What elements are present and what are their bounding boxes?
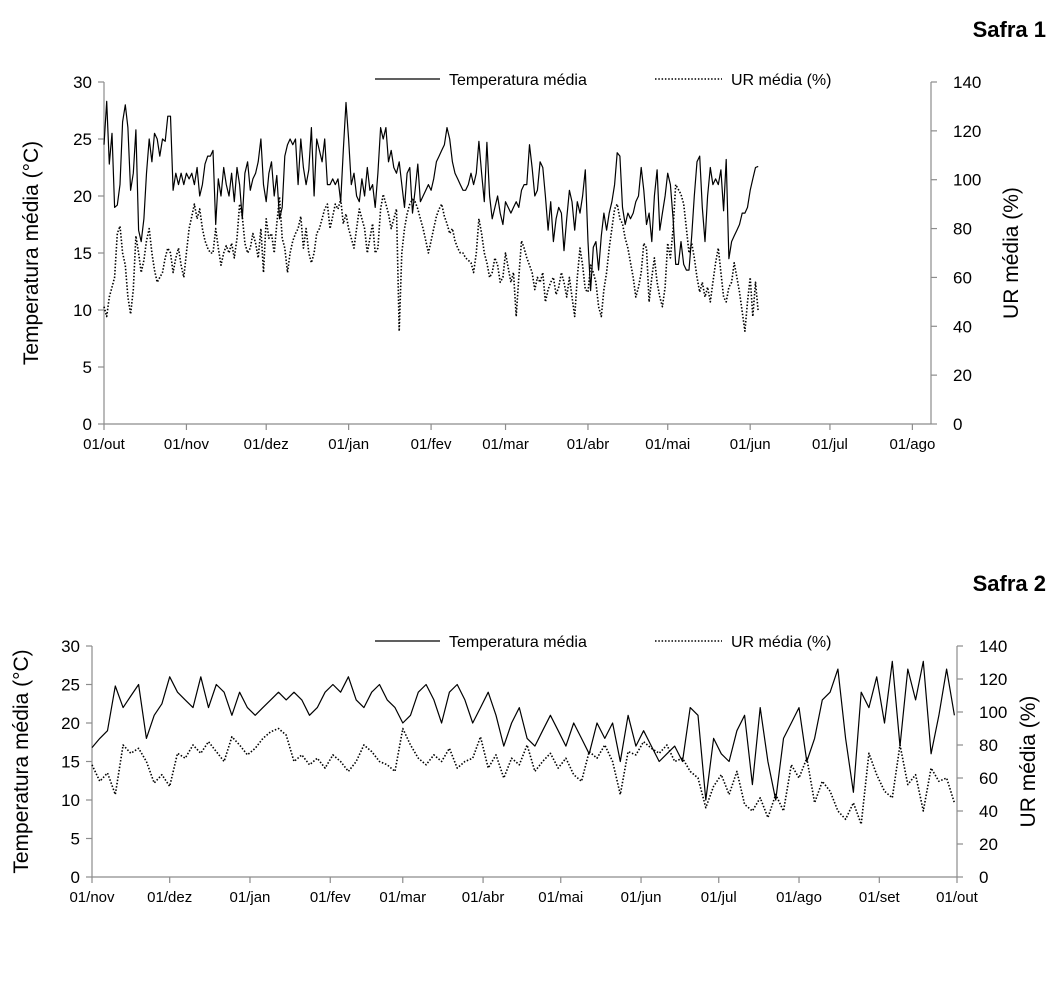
y-tick-label: 15 bbox=[73, 244, 92, 263]
y2-tick-label: 0 bbox=[979, 868, 988, 887]
y-tick-label: 30 bbox=[61, 637, 80, 656]
y2-tick-label: 20 bbox=[979, 835, 998, 854]
x-tick-label: 01/mar bbox=[379, 889, 426, 906]
series-ur-media-line bbox=[103, 183, 759, 333]
x-tick-label: 01/jul bbox=[701, 889, 737, 906]
x-tick-label: 01/set bbox=[859, 889, 901, 906]
x-tick-label: 01/fev bbox=[310, 889, 351, 906]
x-tick-label: 01/nov bbox=[69, 889, 115, 906]
y2-tick-label: 100 bbox=[953, 171, 981, 190]
series-temperatura-media-line bbox=[103, 100, 759, 292]
x-tick-label: 01/jun bbox=[621, 889, 662, 906]
y2-tick-label: 80 bbox=[979, 736, 998, 755]
y2-tick-label: 40 bbox=[979, 802, 998, 821]
y2-tick-label: 120 bbox=[953, 122, 981, 141]
y-tick-label: 0 bbox=[83, 415, 92, 434]
x-tick-label: 01/jan bbox=[230, 889, 271, 906]
x-tick-label: 01/nov bbox=[164, 436, 210, 453]
x-tick-label: 01/jan bbox=[328, 436, 369, 453]
y2-tick-label: 140 bbox=[953, 73, 981, 92]
x-tick-label: 01/out bbox=[83, 436, 126, 453]
x-tick-label: 01/out bbox=[936, 889, 979, 906]
x-tick-label: 01/jul bbox=[812, 436, 848, 453]
series-ur-media-line bbox=[91, 727, 956, 826]
y-axis-label: Temperatura média (°C) bbox=[20, 141, 43, 365]
x-tick-label: 01/mai bbox=[645, 436, 690, 453]
x-tick-label: 01/jun bbox=[730, 436, 771, 453]
legend-label-ur: UR média (%) bbox=[731, 634, 831, 651]
x-tick-label: 01/mai bbox=[538, 889, 583, 906]
y2-tick-label: 20 bbox=[953, 366, 972, 385]
y-tick-label: 5 bbox=[71, 830, 80, 849]
x-tick-label: 01/ago bbox=[776, 889, 822, 906]
y2-tick-label: 140 bbox=[979, 637, 1007, 656]
series-temperatura-media-line bbox=[91, 660, 955, 801]
chart-title: Safra 1 bbox=[973, 17, 1046, 42]
y-tick-label: 20 bbox=[73, 187, 92, 206]
y-tick-label: 10 bbox=[61, 791, 80, 810]
y2-axis-label: UR média (%) bbox=[1017, 696, 1040, 828]
y-tick-label: 25 bbox=[61, 676, 80, 695]
y-tick-label: 15 bbox=[61, 753, 80, 772]
y2-tick-label: 0 bbox=[953, 415, 962, 434]
y2-tick-label: 80 bbox=[953, 220, 972, 239]
y-tick-label: 30 bbox=[73, 73, 92, 92]
y2-tick-label: 100 bbox=[979, 703, 1007, 722]
chart-title: Safra 2 bbox=[973, 571, 1046, 596]
y-tick-label: 0 bbox=[71, 868, 80, 887]
y-tick-label: 5 bbox=[83, 358, 92, 377]
y2-tick-label: 60 bbox=[953, 268, 972, 287]
y2-axis-label: UR média (%) bbox=[1000, 187, 1023, 319]
y-tick-label: 10 bbox=[73, 301, 92, 320]
y2-tick-label: 120 bbox=[979, 670, 1007, 689]
x-tick-label: 01/mar bbox=[482, 436, 529, 453]
y-tick-label: 25 bbox=[73, 130, 92, 149]
x-tick-label: 01/abr bbox=[567, 436, 610, 453]
y-axis-label: Temperatura média (°C) bbox=[10, 649, 33, 873]
legend-label-temperatura: Temperatura média bbox=[449, 634, 587, 651]
legend-label-ur: UR média (%) bbox=[731, 72, 831, 89]
x-tick-label: 01/dez bbox=[244, 436, 289, 453]
y-tick-label: 20 bbox=[61, 714, 80, 733]
y2-tick-label: 60 bbox=[979, 769, 998, 788]
x-tick-label: 01/fev bbox=[411, 436, 452, 453]
y2-tick-label: 40 bbox=[953, 317, 972, 336]
x-tick-label: 01/abr bbox=[462, 889, 505, 906]
x-tick-label: 01/dez bbox=[147, 889, 192, 906]
x-tick-label: 01/ago bbox=[889, 436, 935, 453]
legend-label-temperatura: Temperatura média bbox=[449, 72, 587, 89]
